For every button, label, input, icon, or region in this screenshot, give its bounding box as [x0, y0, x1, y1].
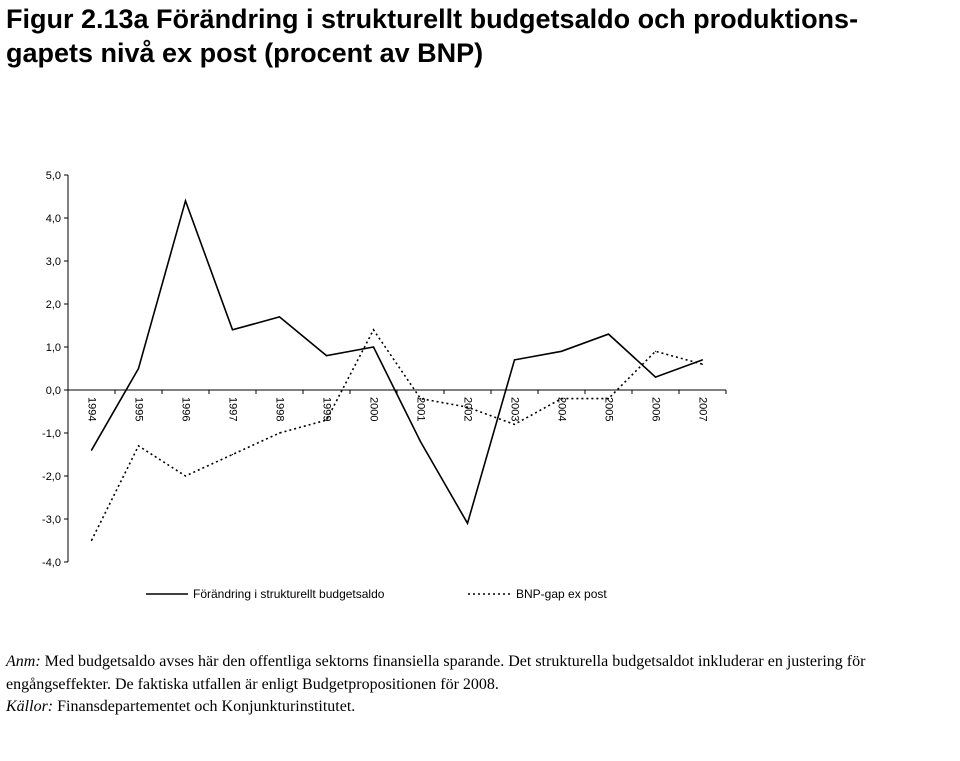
data-point-budgetsaldo — [231, 329, 234, 331]
y-tick-label: -2,0 — [42, 471, 61, 483]
x-tick-label: 2007 — [697, 397, 709, 421]
x-tick-label: 1998 — [274, 397, 286, 421]
y-tick-label: 3,0 — [46, 256, 61, 268]
data-point-bnp-gap — [560, 398, 563, 400]
data-point-budgetsaldo — [184, 200, 187, 202]
data-point-budgetsaldo — [466, 522, 469, 524]
data-point-budgetsaldo — [419, 441, 422, 443]
figure-notes: Anm: Med budgetsaldo avses här den offen… — [6, 651, 954, 719]
data-point-budgetsaldo — [325, 355, 328, 357]
figure-title-line-2: gapets nivå ex post (procent av BNP) — [6, 38, 484, 68]
data-point-bnp-gap — [278, 432, 281, 434]
x-tick-label: 1994 — [86, 397, 98, 421]
line-chart: 5,04,03,02,01,00,0-1,0-2,0-3,0-4,0 1994 1… — [42, 170, 727, 601]
data-point-bnp-gap — [466, 406, 469, 408]
figure-title: Figur 2.13a Förändring i strukturellt bu… — [6, 2, 951, 70]
x-tick-label: 1995 — [133, 397, 145, 421]
data-point-budgetsaldo — [90, 449, 93, 451]
data-point-bnp-gap — [419, 398, 422, 400]
legend: Förändring i strukturellt budgetsaldo BNP… — [146, 587, 607, 601]
data-point-bnp-gap — [654, 350, 657, 352]
source-paragraph: Källor: Finansdepartementet och Konjunkt… — [6, 696, 954, 719]
legend-label-budgetsaldo: Förändring i strukturellt budgetsaldo — [193, 587, 385, 601]
x-tick-label: 2001 — [415, 397, 427, 421]
y-tick-label: 0,0 — [46, 385, 61, 397]
y-tick-label: 2,0 — [46, 299, 61, 311]
data-point-budgetsaldo — [701, 359, 704, 361]
series-line-budgetsaldo — [90, 198, 703, 526]
data-point-bnp-gap — [701, 363, 704, 365]
figure-title-line-1: Figur 2.13a Förändring i strukturellt bu… — [6, 4, 859, 34]
data-point-budgetsaldo — [278, 316, 281, 318]
x-tick-label: 2002 — [462, 397, 474, 421]
data-point-budgetsaldo — [607, 333, 610, 335]
x-tick-label: 2006 — [650, 397, 662, 421]
x-axis: 1994 1995 1996 1997 1998 1999 2000 2001 2002 2003… — [67, 389, 727, 421]
data-point-bnp-gap — [607, 398, 610, 400]
note-paragraph: Anm: Med budgetsaldo avses här den offen… — [6, 651, 954, 696]
series-layer — [90, 198, 704, 542]
y-tick-label: 1,0 — [46, 342, 61, 354]
data-point-bnp-gap — [513, 423, 516, 425]
data-point-bnp-gap — [231, 453, 234, 456]
data-point-budgetsaldo — [654, 376, 657, 378]
y-tick-label: 4,0 — [46, 213, 61, 225]
data-point-bnp-gap — [90, 539, 93, 542]
x-tick-label: 2003 — [509, 397, 521, 421]
x-tick-label: 2000 — [368, 397, 380, 421]
source-text: Finansdepartementet och Konjunkturinstit… — [53, 698, 356, 715]
note-text: Med budgetsaldo avses här den offentliga… — [6, 653, 866, 693]
y-tick-label: -1,0 — [42, 428, 61, 440]
note-lead: Anm: — [6, 653, 41, 670]
data-point-bnp-gap — [325, 419, 328, 421]
y-tick-label: -4,0 — [42, 557, 61, 569]
legend-label-bnp-gap: BNP-gap ex post — [516, 587, 607, 601]
y-tick-label: 5,0 — [46, 170, 61, 182]
data-point-budgetsaldo — [560, 350, 563, 352]
data-point-bnp-gap — [184, 475, 187, 477]
x-tick-label: 1999 — [321, 397, 333, 421]
x-tick-label: 2004 — [556, 397, 568, 421]
data-point-bnp-gap — [137, 445, 140, 447]
source-lead: Källor: — [6, 698, 54, 715]
x-tick-label: 1997 — [227, 397, 239, 421]
data-point-budgetsaldo — [513, 359, 516, 361]
data-point-bnp-gap — [372, 329, 375, 331]
series-line-bnp-gap — [90, 328, 703, 541]
x-tick-label: 2005 — [603, 397, 615, 421]
y-axis: 5,0 4,0 3,0 2,0 1,0 0,0 -1,0 -2,0 -3,0 -4,0 — [42, 170, 69, 569]
x-tick-label: 1996 — [180, 397, 192, 421]
y-tick-label: -3,0 — [42, 514, 61, 526]
data-point-budgetsaldo — [372, 346, 375, 348]
data-point-budgetsaldo — [137, 367, 140, 370]
